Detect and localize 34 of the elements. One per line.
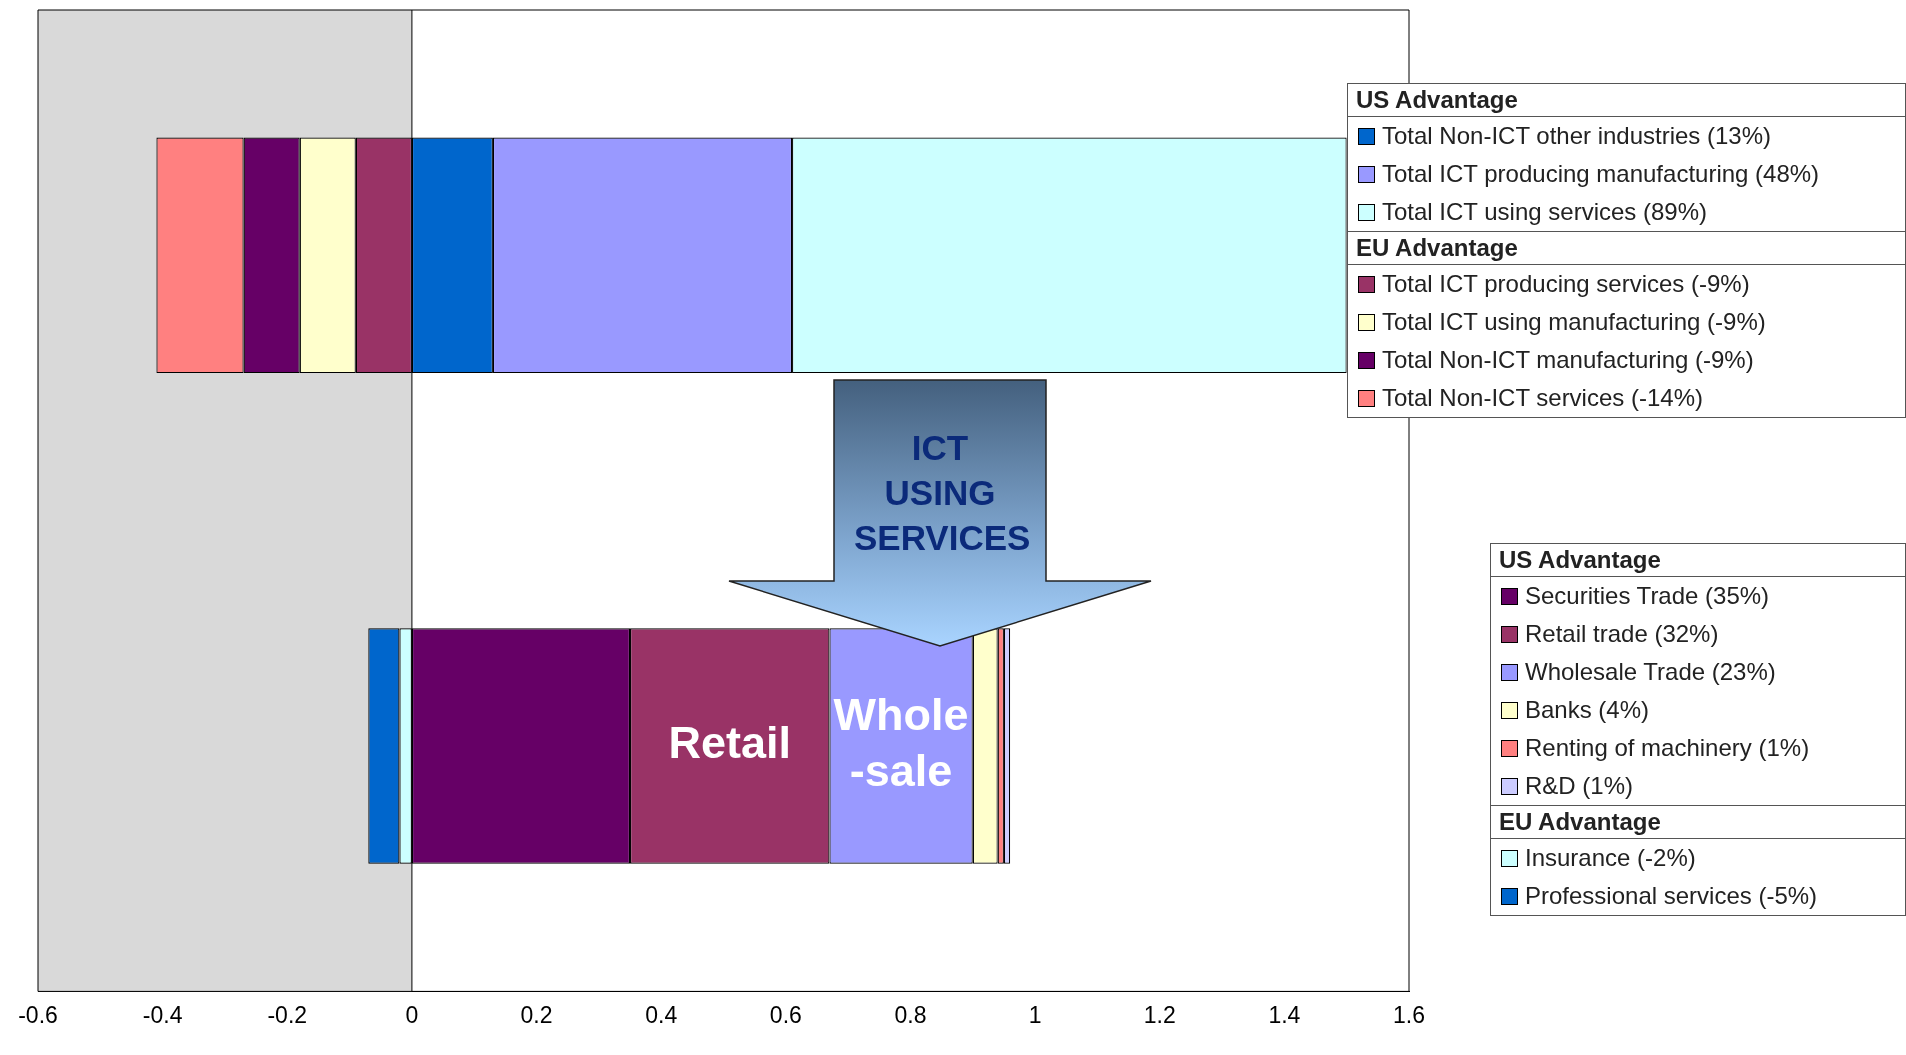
legend-label: Securities Trade (35%) bbox=[1525, 582, 1770, 610]
x-tick-label: 1.4 bbox=[1268, 1001, 1301, 1028]
annotation: ICT USING SERVICES bbox=[854, 427, 1031, 559]
legend-label: Renting of machinery (1%) bbox=[1525, 734, 1810, 762]
legend-label: Total Non-ICT services (-14%) bbox=[1382, 384, 1703, 412]
legend-label: Wholesale Trade (23%) bbox=[1525, 658, 1776, 686]
x-tick-label: 1.6 bbox=[1393, 1001, 1425, 1028]
x-tick-label: 0.6 bbox=[769, 1001, 802, 1028]
legend-label: Total Non-ICT manufacturing (-9%) bbox=[1382, 346, 1754, 374]
x-tick-label: 0.4 bbox=[645, 1001, 678, 1028]
x-tick-label: -0.2 bbox=[267, 1001, 308, 1028]
text: EU Advantage bbox=[1491, 805, 1905, 839]
legend-label: Insurance (-2%) bbox=[1525, 844, 1696, 872]
annotation: Retail bbox=[668, 717, 792, 769]
x-tick-label: 0.2 bbox=[520, 1001, 553, 1028]
x-tick-label: -0.6 bbox=[18, 1001, 58, 1028]
legend-label: Total ICT producing manufacturing (48%) bbox=[1382, 160, 1820, 188]
x-tick-label: 1 bbox=[1028, 1001, 1042, 1028]
legend-label: Professional services (-5%) bbox=[1525, 882, 1818, 910]
x-tick-label: 0 bbox=[405, 1001, 419, 1028]
x-tick-label: 1.2 bbox=[1143, 1001, 1176, 1028]
x-tick-label: -0.4 bbox=[142, 1001, 183, 1028]
annotation: EU Advantage bbox=[1348, 231, 1905, 265]
annotation: US Advantage bbox=[1348, 84, 1905, 117]
legend-label: Total ICT producing services (-9%) bbox=[1382, 270, 1750, 298]
legend-label: Total ICT using services (89%) bbox=[1382, 198, 1708, 226]
legend-label: R&D (1%) bbox=[1525, 772, 1634, 800]
x-tick-label: 0.8 bbox=[894, 1001, 927, 1028]
legend-label: Retail trade (32%) bbox=[1525, 620, 1719, 648]
text: US Advantage bbox=[1491, 544, 1905, 577]
annotation: Whole-sale bbox=[833, 689, 969, 797]
legend-label: Total Non-ICT other industries (13%) bbox=[1382, 122, 1772, 150]
legend-label: Total ICT using manufacturing (-9%) bbox=[1382, 308, 1766, 336]
legend-label: Banks (4%) bbox=[1525, 696, 1650, 724]
